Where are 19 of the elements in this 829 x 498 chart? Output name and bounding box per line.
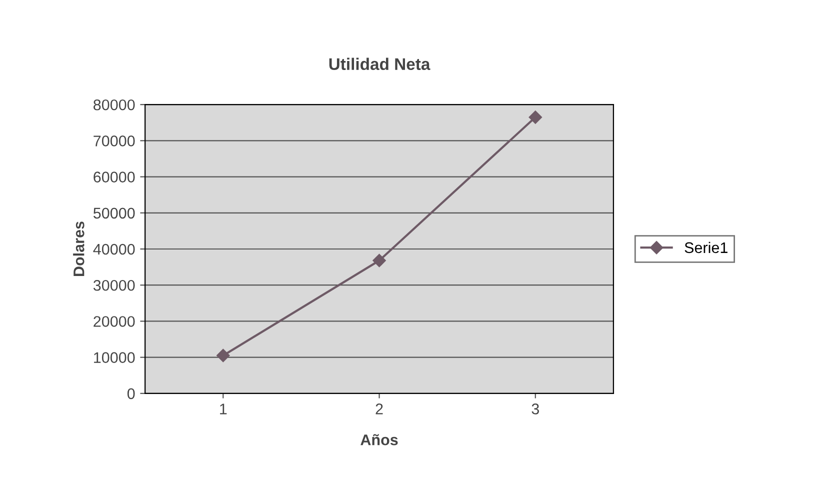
point (528, 110, 542, 124)
y-tick-label: 80000 (94, 99, 135, 110)
x-tick-label: 1 (220, 404, 227, 414)
point (216, 348, 230, 362)
y-tick-label: 40000 (93, 244, 135, 255)
legend-label: Serie1 (684, 242, 728, 254)
y-tick-label: 50000 (93, 208, 135, 219)
y-axis-title: Dolares (73, 222, 84, 276)
y-tick-label: 60000 (94, 172, 135, 182)
y-tick-label: 10000 (94, 352, 135, 363)
y-tick-label: 0 (127, 388, 135, 400)
x-axis-title: Años (360, 434, 398, 446)
y-tick-label: 30000 (93, 280, 135, 291)
y-tick-label: 20000 (94, 316, 135, 327)
x-tick-label: 3 (532, 404, 539, 414)
y-tick-label: 70000 (94, 136, 135, 146)
x-tick-label: 2 (376, 404, 383, 414)
point (372, 254, 386, 268)
chart-title: Utilidad Neta (329, 58, 430, 70)
